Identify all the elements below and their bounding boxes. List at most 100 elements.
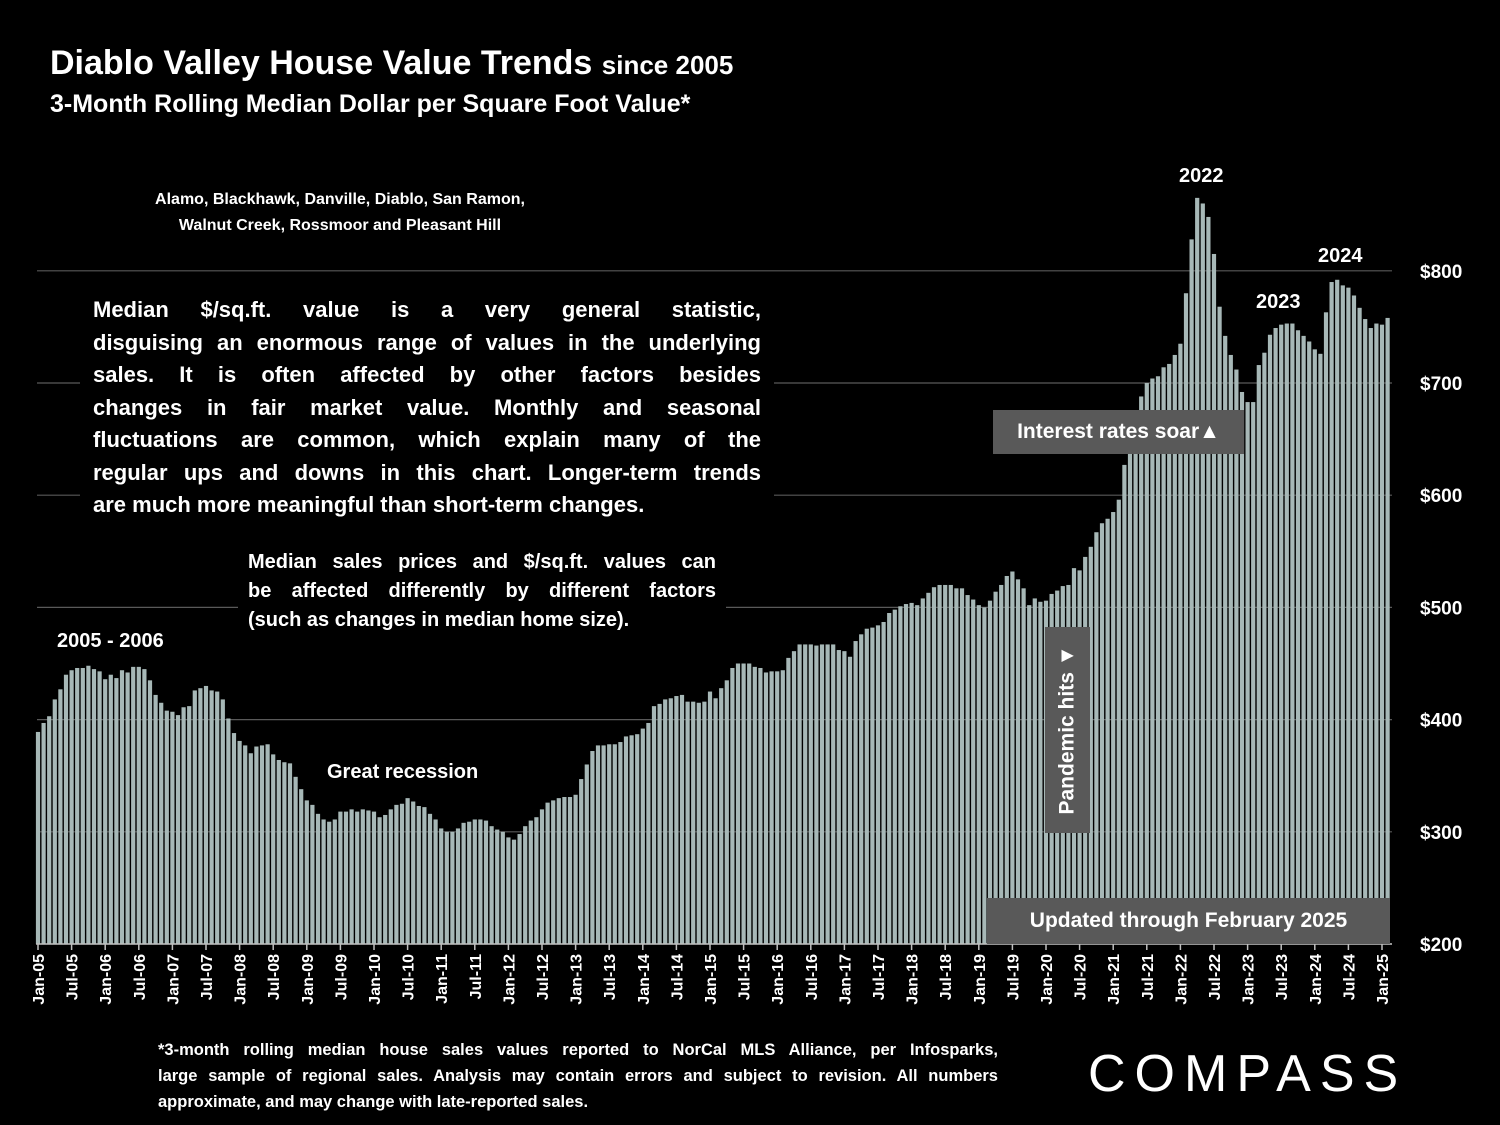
bar xyxy=(1329,282,1334,944)
x-tick-label: Jan-23 xyxy=(1241,954,1258,1005)
bar xyxy=(987,600,993,944)
bar xyxy=(842,651,847,944)
bar xyxy=(198,688,203,944)
bar xyxy=(226,718,231,944)
bar xyxy=(399,803,405,944)
bar xyxy=(931,587,937,944)
bar xyxy=(1088,546,1093,944)
title-main: Diablo Valley House Value Trends xyxy=(50,44,593,82)
x-tick-label: Jan-16 xyxy=(770,954,787,1005)
bar xyxy=(1211,253,1217,945)
bar xyxy=(943,584,948,944)
bar xyxy=(489,826,494,944)
bar xyxy=(601,745,606,944)
x-tick-label: Jan-22 xyxy=(1173,954,1190,1005)
x-tick-label: Jul-14 xyxy=(669,954,686,1000)
bar xyxy=(808,644,813,944)
note-line: approximate, and may change with late-re… xyxy=(158,1093,589,1111)
x-tick-label: Jan-18 xyxy=(905,954,922,1005)
bar xyxy=(383,814,388,944)
note-line: Median $/sq.ft. value is a very general … xyxy=(93,297,761,322)
x-tick-label: Jan-09 xyxy=(300,954,317,1005)
bar xyxy=(1290,323,1295,944)
bar xyxy=(159,702,164,944)
bar xyxy=(360,809,365,944)
bar xyxy=(1183,293,1189,944)
x-tick-label: Jul-10 xyxy=(401,954,418,1000)
bar xyxy=(422,807,427,944)
x-tick-label: Jul-11 xyxy=(468,954,485,999)
bar xyxy=(500,831,505,944)
y-tick-label: $300 xyxy=(1420,823,1462,844)
bar xyxy=(791,651,797,944)
annotation-box: Pandemic hits ▼ xyxy=(1045,627,1090,833)
bar xyxy=(1144,383,1149,944)
bar xyxy=(1379,324,1385,944)
bar xyxy=(579,779,584,944)
bar xyxy=(859,634,864,944)
bar xyxy=(786,657,791,944)
bar xyxy=(758,667,763,944)
bar xyxy=(1150,378,1155,945)
bar xyxy=(52,699,57,944)
bar xyxy=(1295,330,1301,944)
bar xyxy=(954,588,959,944)
bar xyxy=(142,669,147,944)
bar xyxy=(1234,369,1239,944)
bar xyxy=(1262,352,1267,944)
bar xyxy=(1385,317,1390,944)
bar xyxy=(315,813,321,944)
bar xyxy=(1195,197,1200,944)
x-tick-label: Jan-21 xyxy=(1106,954,1123,1005)
bar xyxy=(1099,523,1105,944)
bar xyxy=(635,734,640,944)
x-tick-label: Jul-13 xyxy=(602,954,619,1000)
bar xyxy=(747,663,752,944)
bar xyxy=(332,819,337,944)
bar xyxy=(259,745,265,944)
x-tick-label: Jul-16 xyxy=(804,954,821,1000)
note-line: sales. It is often affected by other fac… xyxy=(93,362,761,387)
bar xyxy=(147,680,153,944)
bar xyxy=(623,736,629,944)
bar xyxy=(853,641,858,944)
bar xyxy=(1351,295,1357,944)
bar xyxy=(69,670,74,944)
bar xyxy=(1161,367,1166,944)
bar xyxy=(1340,285,1345,944)
x-tick-label: Jan-06 xyxy=(98,954,115,1005)
bar xyxy=(567,797,573,944)
bar xyxy=(1273,328,1278,945)
bar xyxy=(982,607,987,944)
bar xyxy=(349,809,354,944)
bar xyxy=(836,650,841,944)
bar xyxy=(999,584,1004,944)
bar xyxy=(1116,499,1121,944)
x-tick-label: Jan-14 xyxy=(636,954,653,1005)
bar xyxy=(719,688,724,944)
bar xyxy=(467,821,472,944)
bar xyxy=(343,811,349,944)
bar xyxy=(534,817,539,944)
bar xyxy=(803,644,808,944)
bar xyxy=(293,776,298,944)
bar xyxy=(948,584,953,944)
bar xyxy=(663,699,668,944)
bar xyxy=(797,644,802,944)
bar xyxy=(618,742,623,944)
x-tick-label: Jul-07 xyxy=(199,954,216,1000)
bar xyxy=(125,672,130,944)
bar xyxy=(1335,279,1340,944)
bar xyxy=(119,670,125,944)
bar xyxy=(1374,323,1379,944)
bar xyxy=(903,604,909,944)
bar xyxy=(595,745,601,944)
bar xyxy=(1323,312,1329,945)
bar xyxy=(1256,365,1261,945)
bar xyxy=(388,809,393,944)
bar xyxy=(528,820,533,944)
bar xyxy=(1178,343,1183,945)
bar xyxy=(131,666,136,944)
note-line: disguising an enormous range of values i… xyxy=(93,329,761,355)
